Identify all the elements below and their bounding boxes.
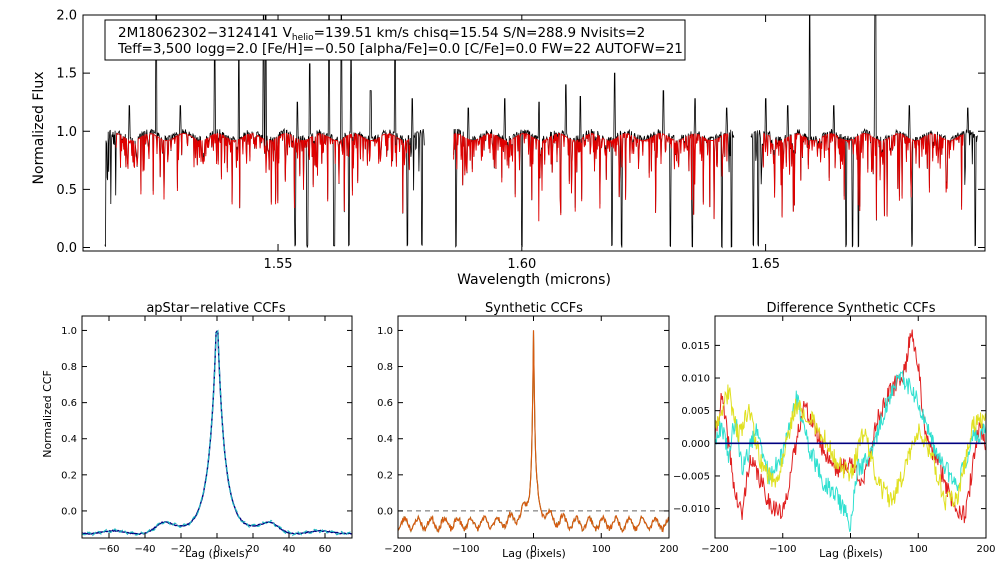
x-tick-label: 100	[592, 544, 611, 555]
spectrum-y-tick-labels: 0.0 0.5 1.0 1.5 2.0	[56, 9, 77, 257]
y-tick-label: 0.2	[61, 470, 77, 481]
synthetic-ccf-line-2	[397, 330, 670, 534]
x-tick-label: −200	[701, 544, 728, 555]
difference-ccf-ticks	[714, 316, 987, 538]
spectrum-traces	[104, 14, 979, 249]
y-tick-label: 0.0	[56, 241, 77, 256]
x-tick-label: −60	[98, 544, 119, 555]
synthetic-ccf-x-tick-labels: −200 −100 0 100 200	[384, 544, 678, 555]
apstar-ccf-title: apStar−relative CCFs	[146, 301, 286, 316]
x-tick-label: 40	[283, 544, 296, 555]
difference-ccf-line-3	[714, 384, 987, 511]
x-tick-label: −100	[452, 544, 479, 555]
difference-ccf-x-tick-labels: −200 −100 0 100 200	[701, 544, 995, 555]
synthetic-ccf-x-axis-label: Lag (pixels)	[502, 547, 566, 560]
difference-ccf-traces	[714, 329, 987, 532]
apstar-ccf-line-1	[81, 330, 353, 536]
difference-ccf-x-axis-label: Lag (pixels)	[819, 547, 883, 560]
y-tick-label: 0.0	[61, 506, 77, 517]
x-tick-label: 0	[214, 544, 220, 555]
y-tick-label: 1.0	[377, 326, 393, 337]
difference-ccf-y-tick-labels: −0.010 −0.005 0.000 0.005 0.010 0.015	[673, 341, 710, 515]
apstar-ccf-traces	[81, 329, 353, 537]
x-tick-label: 0	[530, 544, 536, 555]
y-tick-label: 1.0	[61, 326, 77, 337]
apstar-ccf-panel: apStar−relative CCFs −60 −40 −20 0 20 40 60 0.…	[41, 301, 353, 560]
y-tick-label: 0.010	[681, 374, 710, 385]
apstar-ccf-y-tick-labels: 0.0 0.2 0.4 0.6 0.8 1.0	[61, 326, 77, 517]
y-tick-label: 0.2	[377, 470, 393, 481]
x-tick-label: 200	[659, 544, 678, 555]
spectrum-panel: 1.55 1.60 1.65 0.0 0.5 1.0 1.5 2.0 Wavelength …	[31, 9, 986, 288]
annotation-params-1: =139.51 km/s chisq=15.54 S/N=288.9 Nvisi…	[314, 25, 646, 41]
annotation-line-1: 2M18062302−3124141 Vhelio=139.51 km/s ch…	[118, 25, 645, 43]
y-tick-label: 0.5	[56, 183, 77, 198]
difference-ccf-panel: Difference Synthetic CCFs −200 −100 0 100 20…	[673, 301, 996, 560]
y-tick-label: 1.5	[56, 67, 77, 82]
spectrum-plot-frame	[82, 14, 986, 252]
x-tick-label: −40	[134, 544, 155, 555]
observed-spectrum-line	[750, 14, 979, 248]
annotation-box	[104, 19, 686, 61]
x-tick-label: 200	[976, 544, 995, 555]
difference-ccf-line-2	[714, 369, 987, 532]
y-tick-label: 2.0	[56, 9, 77, 24]
y-tick-label: 0.015	[681, 341, 710, 352]
x-tick-label: 1.55	[264, 257, 293, 272]
apstar-ccf-x-axis-label: Lag (pixels)	[185, 547, 249, 560]
difference-ccf-line-1	[714, 329, 987, 524]
apstar-ccf-line-2	[81, 329, 353, 537]
y-tick-label: 0.4	[61, 434, 77, 445]
synthetic-spectrum-line	[453, 132, 729, 222]
y-tick-label: 0.000	[681, 439, 710, 450]
annotation-line-2: Teff=3,500 logg=2.0 [Fe/H]=−0.50 [alpha/…	[117, 41, 683, 57]
synthetic-spectrum-line	[761, 132, 964, 220]
difference-ccf-title: Difference Synthetic CCFs	[766, 301, 935, 316]
x-tick-label: −200	[384, 544, 411, 555]
y-tick-label: 0.6	[377, 398, 393, 409]
synthetic-ccf-title: Synthetic CCFs	[485, 301, 583, 316]
y-tick-label: 0.6	[61, 398, 77, 409]
synthetic-ccf-panel: Synthetic CCFs −200 −100 0 100 200 0.0 0.2 0.4…	[377, 301, 678, 560]
apstar-ccf-frame	[81, 315, 353, 539]
x-tick-label: 1.60	[507, 257, 536, 272]
apstar-ccf-y-axis-label: Normalized CCF	[41, 370, 54, 458]
synthetic-spectrum-line	[115, 132, 411, 214]
spectrum-y-axis-label: Normalized Flux	[31, 72, 47, 185]
y-tick-label: 0.8	[61, 362, 77, 373]
apstar-ccf-x-tick-labels: −60 −40 −20 0 20 40 60	[98, 544, 331, 555]
y-tick-label: −0.005	[673, 471, 710, 482]
y-tick-label: 0.4	[377, 434, 393, 445]
x-tick-label: 1.65	[751, 257, 780, 272]
annotation-subscript: helio	[292, 33, 314, 43]
synthetic-ccf-traces	[397, 330, 670, 534]
spectrum-x-axis-label: Wavelength (microns)	[457, 272, 611, 288]
x-tick-label: 0	[847, 544, 853, 555]
spectrum-x-tick-labels: 1.55 1.60 1.65	[264, 257, 781, 272]
annotation-star-id: 2M18062302−3124141 V	[118, 25, 293, 41]
y-tick-label: −0.010	[673, 504, 710, 515]
x-tick-label: −100	[769, 544, 796, 555]
y-tick-label: 1.0	[56, 125, 77, 140]
x-tick-label: 60	[319, 544, 332, 555]
y-tick-label: 0.8	[377, 362, 393, 373]
x-tick-label: −20	[170, 544, 191, 555]
synthetic-ccf-ticks	[397, 316, 670, 538]
x-tick-label: 20	[247, 544, 260, 555]
apstar-ccf-ticks	[82, 316, 352, 538]
synthetic-ccf-y-tick-labels: 0.0 0.2 0.4 0.6 0.8 1.0	[377, 326, 393, 517]
y-tick-label: 0.005	[681, 406, 710, 417]
y-tick-label: 0.0	[377, 506, 393, 517]
x-tick-label: 100	[909, 544, 928, 555]
